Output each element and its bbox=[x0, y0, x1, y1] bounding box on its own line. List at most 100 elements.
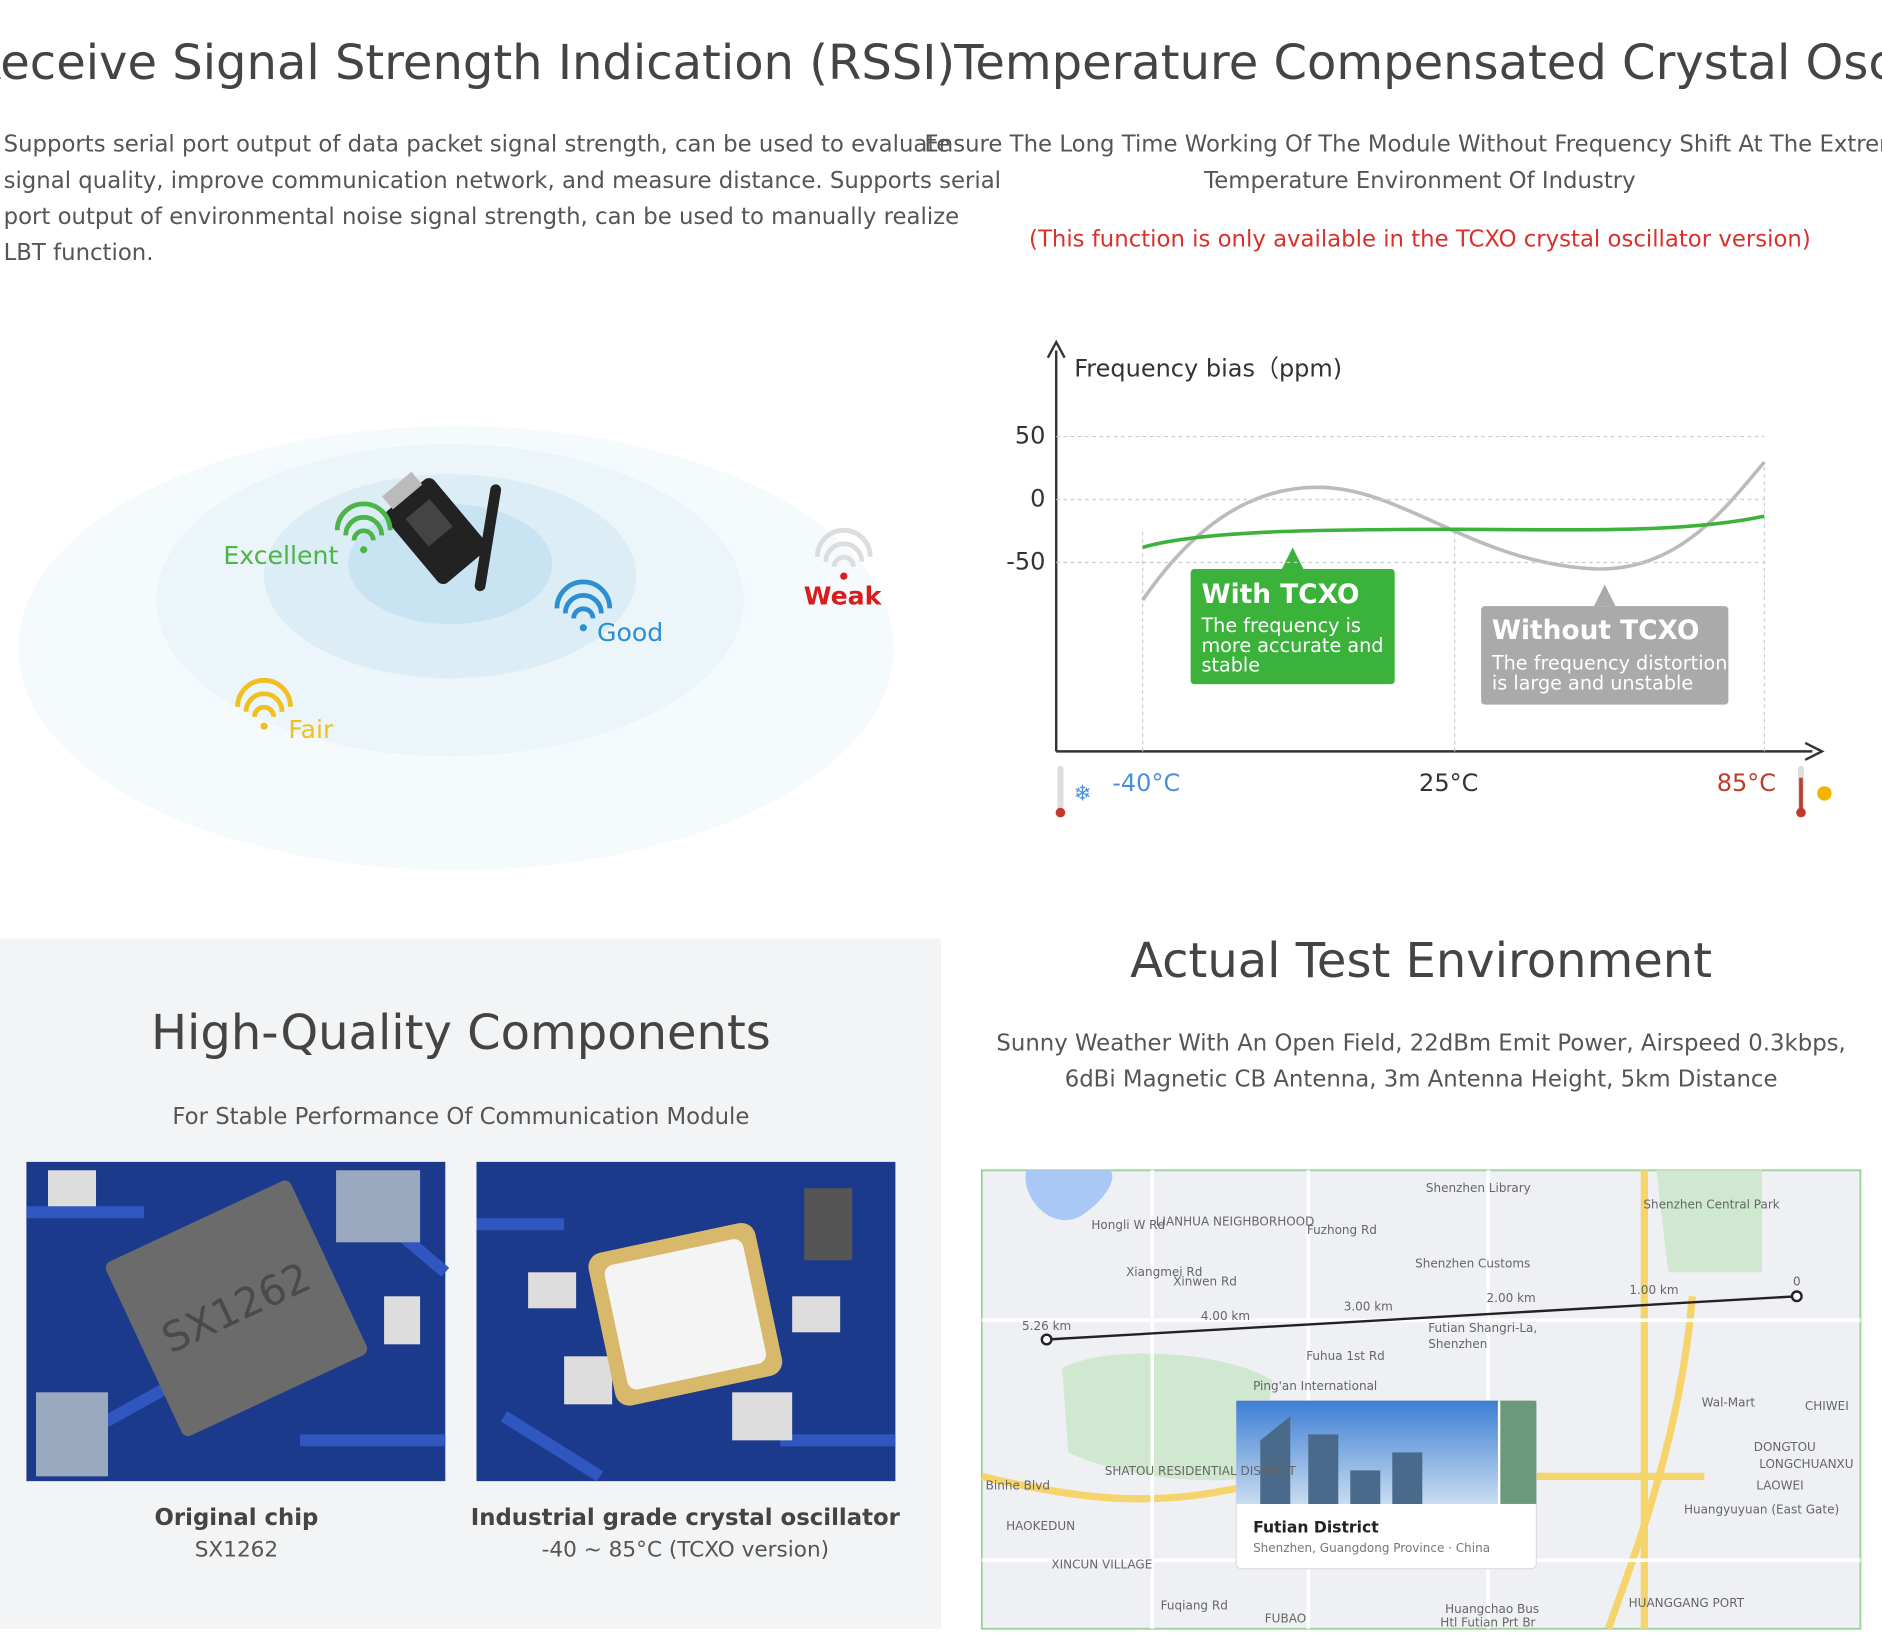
g-shape bbox=[235, 501, 873, 730]
map-label: LAOWEI bbox=[1756, 1478, 1803, 1492]
without-title: Without TCXO bbox=[1492, 615, 1699, 646]
path-shape bbox=[1025, 1170, 1113, 1221]
map-label: 2.00 km bbox=[1487, 1291, 1536, 1305]
circle-shape bbox=[1796, 807, 1806, 818]
rect-shape bbox=[384, 1296, 421, 1345]
wifi-dot bbox=[260, 722, 268, 730]
rect-shape bbox=[792, 1296, 841, 1333]
tcxo-title: Temperature Compensated Crystal Oscillat… bbox=[953, 35, 1882, 91]
wifi-dot bbox=[840, 572, 848, 580]
pointer bbox=[1281, 547, 1304, 569]
rect-shape bbox=[804, 1188, 853, 1261]
map-label: XINCUN VILLAGE bbox=[1051, 1558, 1152, 1572]
wifi-arc bbox=[351, 528, 376, 541]
path-shape bbox=[1656, 1170, 1762, 1273]
rect-shape bbox=[528, 1272, 577, 1309]
map-label: Fuhua 1st Rd bbox=[1306, 1349, 1385, 1363]
map-label: Futian Shangri-La, bbox=[1428, 1321, 1537, 1335]
g-shape: Supports serial port output of data pack… bbox=[4, 132, 1001, 266]
map-label: SHATOU RESIDENTIAL DISTRICT bbox=[1105, 1464, 1297, 1478]
x-label: 25°C bbox=[1419, 769, 1478, 797]
map-label: HAOKEDUN bbox=[1006, 1519, 1075, 1533]
map-label: DONGTOU bbox=[1754, 1440, 1816, 1454]
text-line: Temperature Environment Of Industry bbox=[1203, 168, 1635, 194]
item-text: SX1262 bbox=[195, 1538, 278, 1563]
wifi-arc bbox=[334, 501, 393, 531]
text-line: 6dBi Magnetic CB Antenna, 3m Antenna Hei… bbox=[1065, 1067, 1778, 1093]
text-line: Ensure The Long Time Working Of The Modu… bbox=[924, 132, 1882, 158]
map-label: Wal-Mart bbox=[1702, 1396, 1756, 1410]
level-weak: Weak bbox=[804, 582, 883, 611]
chip-image: SX1262 bbox=[26, 1161, 450, 1482]
module bbox=[382, 471, 488, 585]
map-label: Ping'an International bbox=[1253, 1379, 1377, 1393]
crystal-image bbox=[476, 1161, 896, 1482]
map-label: 5.26 km bbox=[1022, 1319, 1071, 1333]
rect-shape bbox=[604, 1239, 767, 1390]
item-title: Industrial grade crystal oscillator bbox=[471, 1505, 901, 1531]
card-title: Futian District bbox=[1253, 1518, 1379, 1536]
card-photo bbox=[1500, 1400, 1537, 1504]
map-label: Hongli W Rd bbox=[1091, 1218, 1165, 1232]
rssi-title: Receive Signal Strength Indication (RSSI… bbox=[0, 35, 955, 91]
map-label: 4.00 km bbox=[1201, 1309, 1250, 1323]
components-subtitle: For Stable Performance Of Communication … bbox=[172, 1104, 749, 1130]
item-title: Original chip bbox=[155, 1505, 319, 1531]
box-text: is large and unstable bbox=[1492, 672, 1693, 695]
circle-shape bbox=[1055, 807, 1066, 818]
wifi-arc bbox=[343, 514, 385, 536]
map-label: Xinwen Rd bbox=[1173, 1274, 1237, 1288]
thermometer-hot bbox=[1796, 765, 1832, 818]
x-label: 85°C bbox=[1717, 769, 1776, 797]
rect-shape bbox=[105, 1180, 368, 1437]
g-shape: Shenzhen Library LIANHUA NEIGHBORHOODHong… bbox=[986, 1181, 1854, 1629]
rect-shape bbox=[48, 1170, 97, 1207]
box-text: The frequency is bbox=[1200, 614, 1360, 637]
map-label: LONGCHUANXU bbox=[1759, 1457, 1853, 1471]
map-label: Htl Futian Prt Br bbox=[1440, 1615, 1535, 1629]
map-label: Shenzhen bbox=[1428, 1337, 1487, 1351]
test-title: Actual Test Environment bbox=[1130, 933, 1712, 989]
y-axis-label: Frequency bias（ppm) bbox=[1074, 355, 1342, 383]
y-tick-label: 0 bbox=[1030, 485, 1045, 513]
item-text: -40 ~ 85°C (TCXO version) bbox=[542, 1538, 830, 1563]
axes bbox=[1046, 339, 1825, 761]
wifi-arc bbox=[823, 541, 865, 562]
rect-shape bbox=[382, 471, 423, 510]
y-tick-label: 50 bbox=[1015, 422, 1046, 450]
wifi-dot bbox=[360, 546, 368, 554]
curve-with-tcxo bbox=[1142, 514, 1765, 550]
path-shape bbox=[980, 1170, 1705, 1630]
g-shape bbox=[588, 1222, 783, 1406]
antenna bbox=[474, 484, 502, 592]
with-title: With TCXO bbox=[1201, 579, 1359, 610]
thermometer-cold: ❄ bbox=[1055, 765, 1092, 818]
map-label: 0 bbox=[1793, 1274, 1801, 1288]
map-label: 3.00 km bbox=[1344, 1300, 1393, 1314]
rect-shape bbox=[336, 1170, 421, 1243]
map-label: Huangyuyuan (East Gate) bbox=[1684, 1502, 1839, 1516]
distance-end bbox=[1790, 1290, 1803, 1303]
rect-shape bbox=[732, 1392, 793, 1441]
map-label: Binhe Blvd bbox=[986, 1478, 1050, 1492]
box-text: stable bbox=[1201, 654, 1260, 677]
text-line: LBT function. bbox=[4, 240, 154, 266]
circle-shape bbox=[1817, 786, 1832, 801]
map: Futian District Shenzhen, Guangdong Prov… bbox=[980, 1169, 1862, 1630]
text-line: Sunny Weather With An Open Field, 22dBm … bbox=[996, 1031, 1845, 1057]
distance-line bbox=[1046, 1295, 1797, 1341]
without-box bbox=[1481, 606, 1729, 705]
path-shape bbox=[476, 1218, 896, 1482]
components-title: High-Quality Components bbox=[151, 1005, 771, 1061]
g-shape: SX1262 bbox=[105, 1180, 368, 1437]
rect-shape bbox=[405, 498, 453, 547]
rect-shape bbox=[564, 1356, 613, 1405]
map-label: Shenzhen Library bbox=[1426, 1181, 1531, 1195]
map-label: Shenzhen Customs bbox=[1415, 1256, 1530, 1270]
map-label: Shenzhen Central Park bbox=[1643, 1198, 1779, 1212]
wifi-dot bbox=[579, 624, 587, 632]
path-shape bbox=[981, 1170, 1861, 1629]
